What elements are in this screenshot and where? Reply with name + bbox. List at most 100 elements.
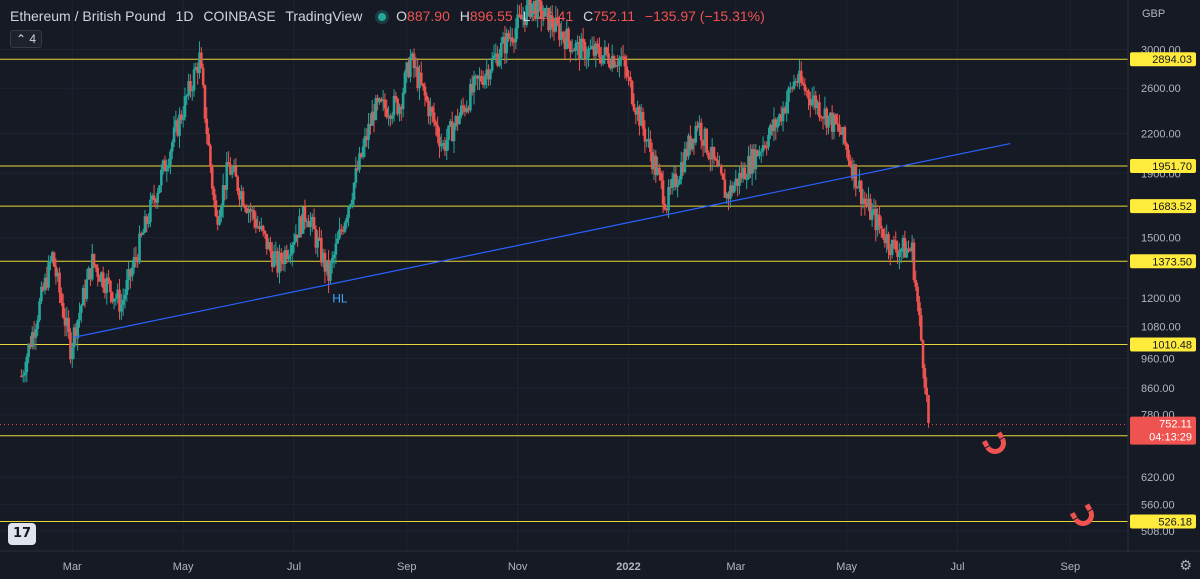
candle-body bbox=[441, 143, 445, 145]
candle-body bbox=[87, 268, 90, 280]
candle-body bbox=[874, 208, 878, 231]
candle-body bbox=[301, 206, 305, 234]
candle-body bbox=[280, 252, 283, 262]
candle-body bbox=[812, 95, 816, 100]
symbol-name[interactable]: Ethereum / British Pound bbox=[10, 8, 166, 24]
candle-body bbox=[416, 66, 419, 89]
countdown-label: 04:13:29 bbox=[1149, 432, 1192, 444]
candle-body bbox=[40, 286, 43, 302]
candle-body bbox=[78, 312, 81, 321]
candle-body bbox=[490, 58, 494, 71]
candle-body bbox=[925, 387, 928, 396]
time-axis[interactable]: Mar May Jul Sep Nov 2022 Mar May Jul Sep bbox=[63, 561, 1080, 573]
candle-body bbox=[912, 242, 916, 281]
candle-body bbox=[150, 195, 154, 200]
candle-body bbox=[547, 7, 550, 31]
candle-body bbox=[110, 292, 114, 302]
candle-body bbox=[494, 53, 498, 56]
candle-body bbox=[499, 42, 503, 58]
level-price-badge bbox=[1130, 199, 1196, 214]
candle-body bbox=[227, 162, 230, 165]
price-tick-label: 508.00 bbox=[1141, 526, 1175, 538]
candle-body bbox=[399, 106, 403, 110]
candle-body bbox=[741, 167, 745, 179]
level-price-label: 1951.70 bbox=[1152, 161, 1192, 173]
horizontal-levels[interactable] bbox=[0, 58, 1128, 522]
drawings[interactable]: HL bbox=[74, 144, 1098, 530]
candle-body bbox=[570, 50, 574, 52]
tradingview-logo[interactable]: 17 bbox=[8, 523, 36, 545]
candle-body bbox=[145, 216, 149, 225]
candle-body bbox=[650, 151, 654, 170]
candle-body bbox=[138, 233, 141, 263]
candle-body bbox=[387, 115, 390, 118]
currency-label[interactable]: GBP bbox=[1142, 8, 1166, 20]
candle-body bbox=[310, 216, 314, 221]
candle-body bbox=[112, 298, 116, 302]
candle-body bbox=[769, 124, 772, 135]
candle-body bbox=[636, 106, 639, 115]
candle-body bbox=[398, 106, 401, 115]
candle-body bbox=[794, 81, 798, 83]
candle-body bbox=[761, 145, 765, 152]
candle-body bbox=[21, 375, 25, 377]
candle-body bbox=[230, 170, 234, 175]
candle-body bbox=[923, 368, 927, 388]
candle-body bbox=[200, 52, 203, 68]
chart-legend: Ethereum / British Pound 1D COINBASE Tra… bbox=[10, 8, 771, 24]
candle-body bbox=[238, 191, 241, 200]
candle-body bbox=[330, 257, 334, 264]
price-tick-label: 860.00 bbox=[1141, 383, 1175, 395]
candle-body bbox=[712, 146, 716, 159]
candle-body bbox=[312, 216, 316, 230]
time-tick-label: Mar bbox=[726, 561, 745, 573]
candle-body bbox=[927, 395, 930, 423]
candle-body bbox=[556, 17, 559, 24]
candle-body bbox=[676, 184, 679, 188]
interval[interactable]: 1D bbox=[175, 8, 194, 24]
candle-body bbox=[779, 114, 783, 122]
candle-body bbox=[663, 203, 667, 210]
candle-body bbox=[381, 99, 385, 102]
candle-body bbox=[603, 47, 607, 56]
candle-body bbox=[161, 160, 165, 170]
candle-body bbox=[260, 225, 263, 230]
candle-body bbox=[758, 151, 761, 156]
candle-body bbox=[903, 237, 907, 258]
candle-body bbox=[599, 57, 603, 64]
candle-body bbox=[218, 216, 221, 225]
candle-body bbox=[519, 14, 523, 20]
time-tick-label: Mar bbox=[63, 561, 82, 573]
candle-body bbox=[261, 225, 265, 231]
magnet-pole bbox=[1084, 503, 1093, 512]
candle-body bbox=[834, 114, 838, 124]
candle-body bbox=[558, 23, 561, 40]
candle-body bbox=[90, 254, 94, 280]
candle-body bbox=[167, 165, 170, 169]
candle-body bbox=[625, 66, 629, 77]
candle-body bbox=[796, 81, 799, 83]
candle-body bbox=[743, 167, 747, 180]
candle-body bbox=[747, 155, 750, 179]
gear-icon[interactable]: ⚙ bbox=[1179, 557, 1192, 573]
candle-body bbox=[221, 185, 225, 208]
candle-body bbox=[56, 272, 60, 277]
candle-body bbox=[856, 187, 859, 189]
candle-body bbox=[736, 178, 739, 186]
magnet-icon bbox=[1069, 503, 1094, 526]
candle-body bbox=[607, 53, 610, 64]
candle-body bbox=[414, 66, 418, 69]
candle-body bbox=[681, 162, 685, 172]
candle-body bbox=[645, 140, 649, 142]
candle-body bbox=[278, 252, 281, 273]
candle-body bbox=[527, 0, 530, 6]
candle-body bbox=[639, 112, 643, 126]
candle-body bbox=[265, 233, 269, 250]
candle-body bbox=[867, 198, 870, 207]
indicators-collapse-button[interactable]: ⌃ 4 bbox=[10, 30, 43, 48]
magnet-icon bbox=[981, 431, 1006, 454]
candle-body bbox=[98, 276, 101, 282]
time-tick-label: Nov bbox=[508, 561, 528, 573]
